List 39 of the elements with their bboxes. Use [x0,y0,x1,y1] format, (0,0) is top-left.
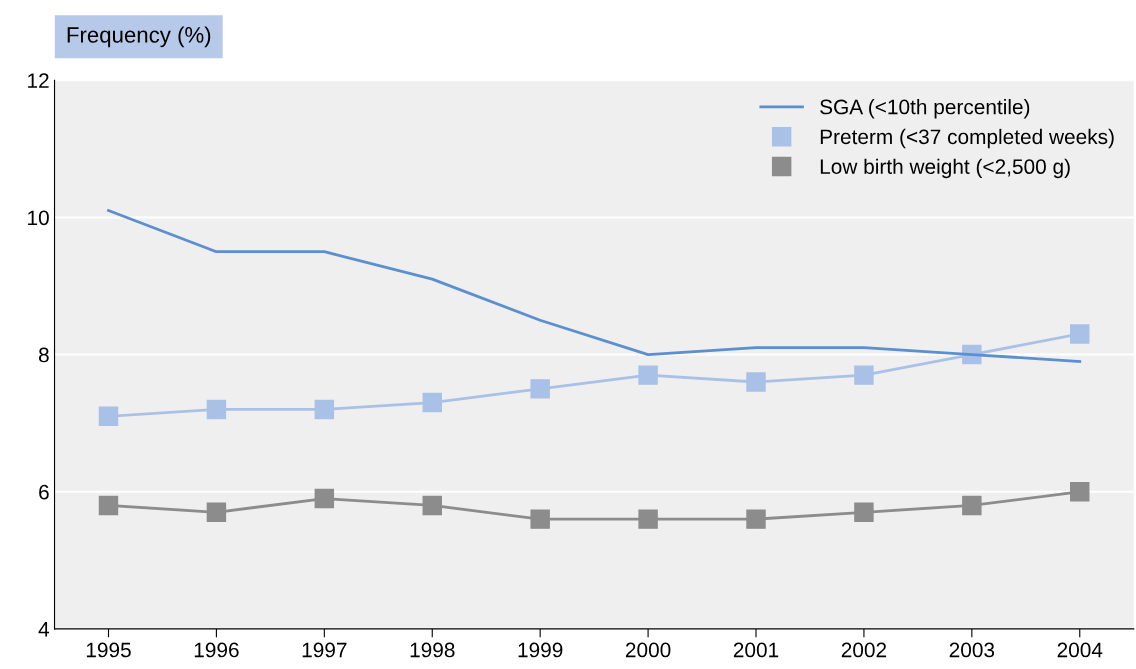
legend-label: Low birth weight (<2,500 g) [820,158,1070,179]
x-tick-label: 1996 [194,642,239,658]
x-tick-label: 1998 [410,642,455,658]
x-tick-label: 2003 [949,642,995,658]
y-tick-label: 8 [38,347,49,363]
point [854,365,874,385]
x-tick-label: 2000 [625,642,671,658]
legend-label: Preterm (<37 completed weeks) [820,128,1114,149]
line-series [107,209,1082,363]
x-tick-label: 1997 [302,642,347,658]
x-tick-label: 2001 [733,642,779,658]
point [746,509,766,529]
y-tick-label: 10 [28,210,49,226]
point [1070,481,1090,502]
point [530,379,550,399]
point [962,495,982,516]
point [98,495,119,516]
y-tick-label: 6 [39,484,49,500]
point [638,509,658,529]
point [746,372,766,392]
point [98,406,119,427]
y-tick-label: 12 [28,73,49,88]
x-tick-label: 2004 [1057,642,1103,658]
point [206,502,227,523]
x-tick-label: 1995 [86,642,131,658]
legend-label: SGA (<10th percentile) [820,99,1030,119]
point [1070,324,1090,344]
point [314,399,335,420]
point [206,399,227,420]
point [854,502,874,523]
point [314,488,335,509]
x-tick-label: 2002 [841,642,887,658]
x-tick-label: 1999 [518,642,563,658]
point [530,509,550,529]
point [422,392,442,413]
point [638,365,658,385]
point [422,495,442,516]
y-axis-title: Frequency (%) [67,26,211,48]
y-tick-label: 4 [38,622,50,637]
